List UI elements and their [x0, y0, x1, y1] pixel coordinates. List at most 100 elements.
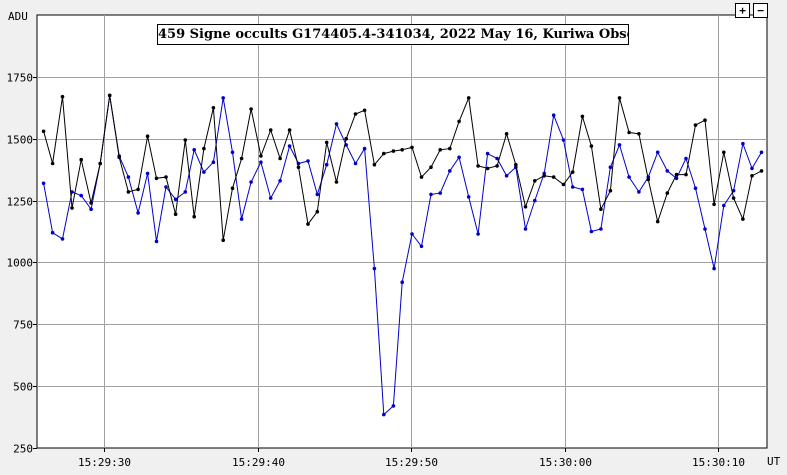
data-point: [154, 239, 159, 244]
data-point: [476, 232, 480, 236]
data-point: [608, 188, 613, 193]
data-point: [617, 96, 622, 100]
data-point: [627, 175, 631, 179]
y-axis-label: ADU: [8, 10, 28, 23]
data-point: [561, 138, 566, 142]
data-point: [485, 166, 490, 171]
data-point: [136, 211, 140, 215]
data-point: [89, 207, 93, 211]
data-point: [60, 237, 65, 241]
series-1: [41, 93, 764, 242]
data-point: [89, 201, 93, 205]
data-point: [362, 108, 367, 113]
data-point: [448, 146, 452, 151]
data-point: [164, 185, 168, 189]
data-point: [278, 156, 282, 161]
data-point: [608, 165, 613, 169]
data-point: [637, 132, 641, 136]
data-point: [741, 141, 745, 146]
data-point: [268, 196, 273, 200]
data-point: [419, 175, 424, 179]
data-point: [344, 136, 349, 141]
zoom-out-button[interactable]: [753, 3, 768, 18]
data-point: [372, 266, 377, 271]
series-0: [41, 93, 764, 417]
data-point: [655, 219, 660, 224]
data-point: [353, 112, 358, 116]
series-group: [41, 93, 764, 417]
data-point: [542, 174, 546, 178]
data-point: [287, 144, 292, 148]
data-point: [580, 114, 585, 119]
chart-title: 459 Signe occults G174405.4-341034, 2022…: [157, 24, 629, 45]
data-point: [192, 214, 196, 219]
data-point: [334, 180, 339, 184]
data-point: [665, 191, 670, 195]
data-point: [400, 280, 405, 285]
data-point: [684, 172, 688, 177]
data-point: [495, 164, 499, 168]
data-point: [79, 193, 83, 198]
data-point: [324, 162, 329, 167]
data-point: [457, 119, 461, 124]
data-point: [98, 161, 102, 166]
data-point: [324, 140, 329, 145]
data-point: [382, 151, 386, 156]
data-point: [703, 227, 707, 231]
data-point: [674, 172, 679, 177]
data-point: [514, 162, 518, 167]
data-point: [353, 161, 358, 166]
data-point: [391, 149, 396, 153]
data-point: [173, 212, 178, 216]
data-point: [145, 134, 150, 138]
x-tick-label: 15:30:00: [539, 456, 592, 469]
data-point: [580, 187, 585, 192]
data-point: [589, 144, 594, 148]
data-point: [523, 205, 528, 209]
plot-area: [36, 14, 768, 449]
x-tick-label: 15:29:40: [232, 456, 285, 469]
data-point: [202, 146, 206, 151]
x-axis-label: UT: [767, 455, 781, 468]
data-point: [551, 113, 556, 117]
data-point: [334, 122, 339, 126]
data-point: [693, 123, 698, 127]
data-point: [221, 238, 225, 242]
data-point: [485, 151, 490, 156]
y-tick-label: 1000: [7, 257, 34, 270]
data-point: [684, 156, 688, 161]
data-point: [164, 175, 168, 179]
data-point: [476, 164, 480, 168]
data-point: [617, 143, 622, 147]
data-point: [400, 148, 405, 152]
y-tick-label: 500: [13, 381, 33, 394]
x-tick-label: 15:29:50: [385, 456, 438, 469]
data-point: [759, 150, 764, 155]
data-point: [192, 148, 196, 152]
data-point: [268, 128, 273, 132]
data-point: [637, 190, 641, 194]
data-point: [429, 165, 433, 169]
data-point: [570, 185, 575, 189]
data-point: [419, 244, 424, 249]
data-point: [693, 186, 698, 190]
y-tick-label: 1750: [7, 72, 34, 85]
data-point: [570, 170, 575, 174]
data-point: [533, 198, 537, 203]
data-point: [230, 150, 235, 155]
data-point: [495, 156, 499, 161]
data-point: [438, 191, 443, 195]
data-point: [722, 150, 726, 155]
data-point: [457, 155, 461, 160]
data-point: [126, 190, 131, 194]
data-point: [448, 169, 452, 173]
zoom-in-button[interactable]: [735, 3, 750, 18]
data-point: [466, 195, 471, 199]
y-tick-label: 1250: [7, 196, 34, 209]
data-point: [202, 170, 206, 174]
data-point: [183, 138, 188, 142]
data-point: [551, 175, 556, 179]
data-point: [750, 174, 754, 178]
data-point: [712, 202, 716, 207]
data-point: [410, 145, 414, 150]
